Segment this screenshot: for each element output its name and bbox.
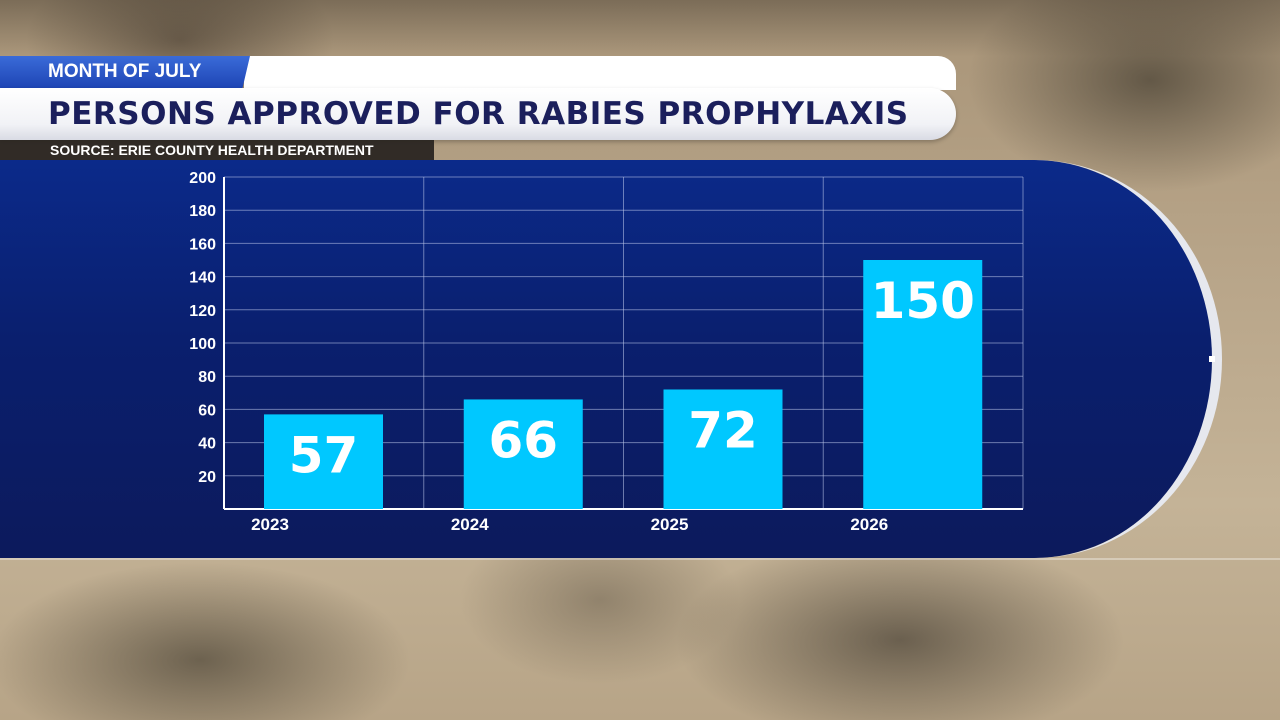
y-tick-label: 180: [189, 203, 216, 220]
header-backdrop: [244, 56, 956, 90]
y-tick-label: 160: [189, 236, 216, 253]
y-tick-label: 120: [189, 303, 216, 320]
x-tick-label-2026: 2026: [850, 515, 888, 534]
month-tag-label: MONTH OF JULY: [48, 56, 201, 88]
y-tick-label: 60: [198, 402, 216, 419]
chart-title: PERSONS APPROVED FOR RABIES PROPHYLAXIS: [48, 94, 909, 134]
y-tick-label: 20: [198, 469, 216, 486]
bar-value-label-2025: 72: [688, 401, 758, 459]
y-tick-label: 80: [198, 369, 216, 386]
y-tick-label: 200: [189, 170, 216, 187]
x-tick-label-2025: 2025: [651, 515, 689, 534]
y-tick-label: 40: [198, 436, 216, 453]
x-tick-label-2023: 2023: [251, 515, 289, 534]
bar-value-label-2026: 150: [871, 272, 975, 330]
x-tick-label-2024: 2024: [451, 515, 489, 534]
bar-value-label-2024: 66: [488, 411, 558, 469]
y-tick-label: 100: [189, 336, 216, 353]
background-photo: [0, 0, 1280, 56]
y-tick-label: 140: [189, 270, 216, 287]
bar-chart: 20 40 60 80 100 120 140 160 180 200 57 66 72 150 202…: [0, 160, 1214, 558]
panel-bottom-line: [0, 558, 1280, 560]
source-label: SOURCE: ERIE COUNTY HEALTH DEPARTMENT: [50, 140, 374, 160]
bar-value-label-2023: 57: [289, 426, 359, 484]
